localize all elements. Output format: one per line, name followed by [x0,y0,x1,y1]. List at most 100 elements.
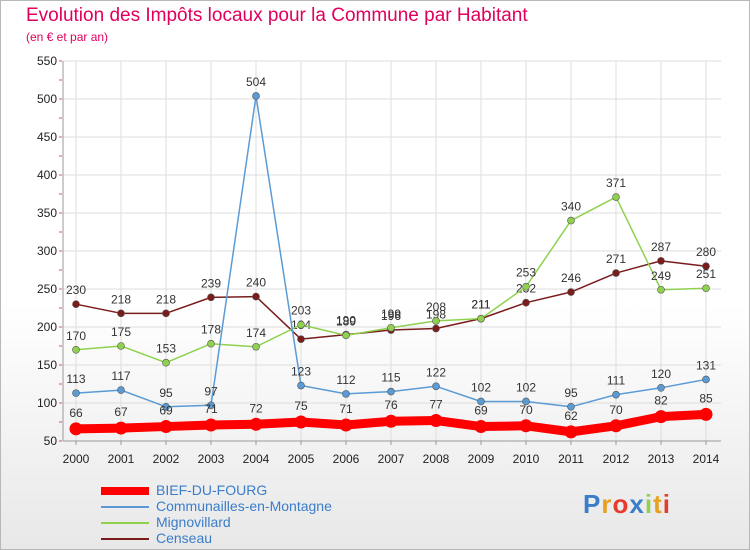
legend-item: BIEF-DU-FOURG [101,482,401,498]
chart-title: Evolution des Impôts locaux pour la Comm… [26,5,528,26]
y-tick-label: 250 [37,282,57,296]
data-point [612,269,620,277]
x-tick-label: 2013 [648,452,675,466]
data-point [567,216,575,225]
data-label: 82 [654,394,668,408]
x-tick-label: 2010 [513,452,540,466]
data-point [702,284,710,293]
logo-letter: t [653,489,663,519]
data-label: 211 [471,298,490,312]
data-label: 340 [561,200,581,214]
data-point [72,345,80,354]
data-label: 230 [66,283,86,297]
x-tick-label: 2009 [468,452,495,466]
data-label: 85 [699,391,713,405]
data-point [432,317,440,325]
data-point [294,415,308,429]
legend-swatch [101,522,149,524]
data-label: 271 [606,252,626,266]
data-label: 249 [651,269,671,283]
data-label: 122 [426,365,446,379]
x-tick-label: 2008 [423,452,450,466]
data-label: 153 [156,342,176,356]
data-point [207,293,215,302]
data-label: 112 [336,373,355,387]
data-point [69,422,83,436]
proxiti-logo: Proxiti [583,489,671,520]
data-label: 62 [564,409,578,423]
data-label: 280 [696,245,716,259]
data-label: 71 [339,402,353,416]
y-tick-label: 350 [37,206,57,220]
logo-letter: r [601,489,613,519]
x-tick-label: 2006 [333,452,360,466]
legend-label: BIEF-DU-FOURG [156,482,268,498]
data-point [699,407,713,421]
data-label: 71 [204,402,218,416]
data-label: 67 [114,405,128,419]
x-tick-label: 2007 [378,452,405,466]
data-label: 95 [159,386,173,400]
data-point [204,418,218,432]
data-label: 174 [246,326,266,340]
legend-label: Communailles-en-Montagne [156,498,332,514]
data-point [657,257,665,265]
data-point [117,342,125,350]
data-label: 102 [471,380,491,394]
data-label: 70 [519,403,533,417]
data-point [384,414,398,428]
y-tick-label: 50 [44,434,58,448]
y-tick-label: 150 [37,358,57,372]
data-point [162,402,170,411]
x-tick-label: 2011 [558,452,584,466]
logo-letter: o [612,489,630,519]
data-point [72,300,80,309]
data-label: 123 [291,365,311,379]
data-point [567,288,575,296]
data-point [657,285,665,294]
data-label: 371 [606,176,626,190]
data-label: 95 [564,386,578,400]
y-tick-label: 500 [37,92,57,106]
legend-item: Mignovillard [101,514,401,530]
data-label: 69 [474,404,488,418]
data-label: 175 [111,325,131,339]
data-point [207,339,215,348]
data-label: 66 [69,406,83,420]
data-label: 240 [246,276,266,290]
data-point [252,92,260,100]
data-point [159,420,173,434]
x-tick-label: 2014 [693,452,720,466]
data-label: 190 [336,314,356,328]
data-point [477,397,485,406]
chart-legend: BIEF-DU-FOURG Communailles-en-Montagne Mig… [101,482,401,546]
x-tick-label: 2003 [198,452,225,466]
data-label: 211 [471,298,490,312]
data-point [297,320,305,329]
data-point [162,358,170,367]
data-point [702,262,710,271]
x-tick-label: 2002 [153,452,180,466]
data-point [297,381,305,390]
data-point [252,342,260,351]
legend-label: Censeau [156,530,213,546]
data-label: 203 [291,304,311,318]
data-point [342,390,350,398]
legend-swatch [101,538,149,540]
legend-label: Mignovillard [156,514,231,530]
data-point [564,425,578,439]
data-label: 115 [381,371,400,385]
data-point [432,324,440,333]
data-label: 70 [609,403,623,417]
data-label: 504 [246,75,266,89]
data-point [162,309,170,318]
x-tick-label: 2005 [288,452,315,466]
x-tick-label: 2004 [243,452,270,466]
data-label: 178 [201,323,221,337]
data-point [117,386,125,394]
data-label: 198 [426,308,446,322]
data-point [657,383,665,392]
legend-swatch [101,506,149,508]
data-label: 196 [381,309,401,323]
legend-swatch [101,487,149,495]
